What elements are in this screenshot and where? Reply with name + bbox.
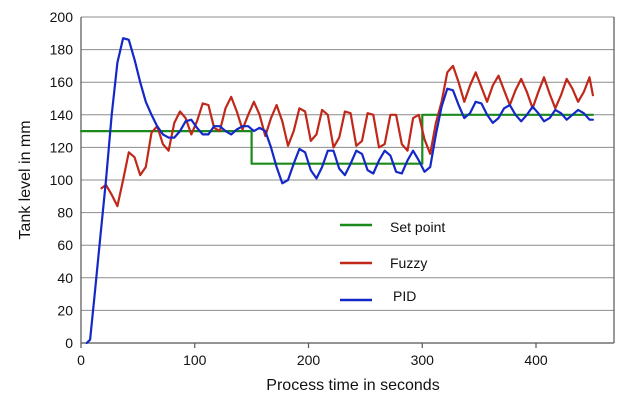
y-tick-label: 100 xyxy=(50,172,74,188)
legend-label-set-point: Set point xyxy=(390,219,445,235)
y-tick-label: 140 xyxy=(50,107,74,123)
y-tick-label: 20 xyxy=(57,302,73,318)
axes xyxy=(80,17,615,348)
y-tick-label: 40 xyxy=(57,270,73,286)
series-line-set-point xyxy=(79,113,594,165)
tick-labels: 0 20 40 60 80 100 120 140 160 180 200 0 100 200 300 400 xyxy=(50,9,548,368)
y-tick-label: 200 xyxy=(50,9,74,25)
legend-label-pid: PID xyxy=(393,288,416,304)
series-line-pid xyxy=(85,37,594,345)
legend: Set point Fuzzy PID xyxy=(340,219,445,304)
y-tick-label: 0 xyxy=(65,335,73,351)
x-axis-label: Process time in seconds xyxy=(266,377,439,394)
x-tick-label: 200 xyxy=(297,352,321,368)
data-series xyxy=(79,37,594,345)
y-tick-label: 160 xyxy=(50,74,74,90)
y-axis-label: Tank level in mm xyxy=(17,120,34,239)
y-tick-label: 120 xyxy=(50,139,74,155)
legend-label-fuzzy: Fuzzy xyxy=(390,255,427,271)
x-tick-label: 300 xyxy=(411,352,435,368)
x-tick-label: 100 xyxy=(183,352,207,368)
y-tick-label: 60 xyxy=(57,237,73,253)
series-line-fuzzy xyxy=(100,64,594,208)
y-tick-label: 80 xyxy=(57,205,73,221)
x-tick-label: 0 xyxy=(77,352,85,368)
x-tick-label: 400 xyxy=(524,352,548,368)
y-tick-label: 180 xyxy=(50,42,74,58)
